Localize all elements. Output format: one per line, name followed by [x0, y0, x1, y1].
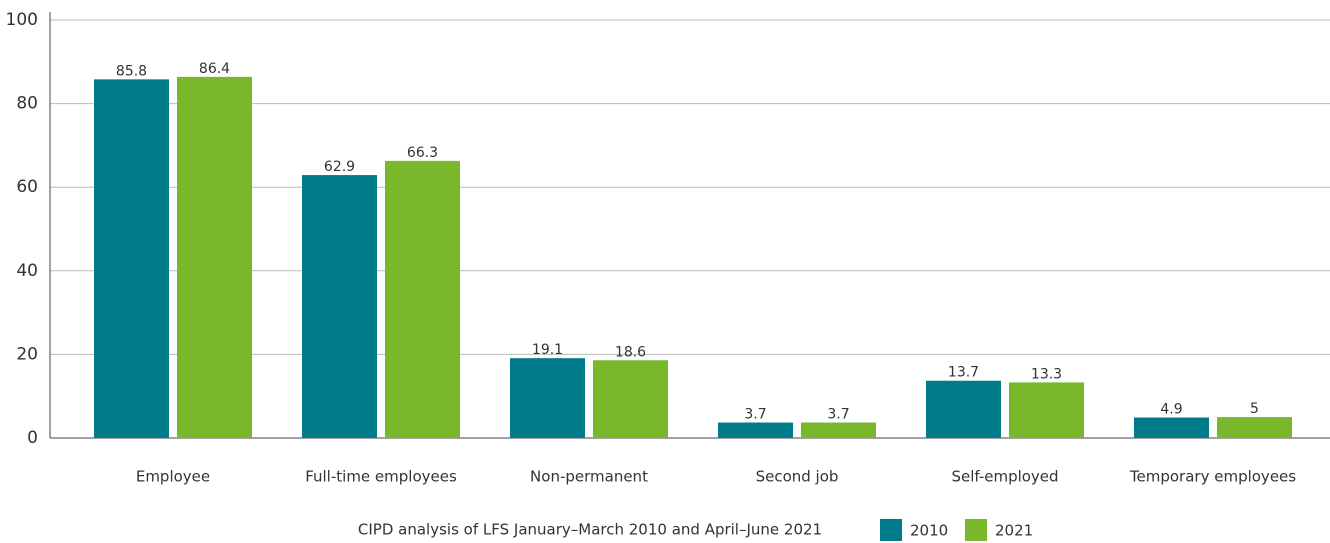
y-tick-label: 60 — [16, 177, 38, 197]
bar — [510, 358, 585, 438]
x-tick-label: Employee — [136, 468, 210, 486]
value-label: 62.9 — [324, 159, 355, 175]
value-label: 3.7 — [744, 407, 766, 423]
bar — [94, 79, 169, 438]
y-tick-label: 80 — [16, 94, 38, 114]
value-label: 66.3 — [407, 145, 438, 161]
value-label: 18.6 — [615, 344, 646, 360]
value-label: 13.7 — [948, 365, 979, 381]
x-tick-label: Self-employed — [951, 468, 1058, 486]
value-label: 19.1 — [532, 342, 563, 358]
bar — [801, 422, 876, 438]
value-label: 85.8 — [116, 63, 147, 79]
bar — [926, 380, 1001, 438]
bar — [1217, 417, 1292, 438]
legend-label: 2021 — [995, 522, 1033, 540]
bar — [718, 422, 793, 438]
source-note: CIPD analysis of LFS January–March 2010 … — [358, 521, 822, 539]
y-tick-label: 40 — [16, 261, 38, 281]
y-tick-label: 0 — [27, 428, 38, 448]
value-label: 5 — [1250, 401, 1259, 417]
x-tick-label: Second job — [756, 468, 839, 486]
x-tick-label: Full-time employees — [305, 468, 457, 486]
legend-swatch — [880, 519, 902, 541]
bar — [1134, 417, 1209, 438]
bar — [1009, 382, 1084, 438]
x-tick-label: Non-permanent — [530, 468, 648, 486]
value-label: 3.7 — [827, 407, 849, 423]
y-tick-label: 100 — [6, 10, 38, 30]
legend-label: 2010 — [910, 522, 948, 540]
value-label: 86.4 — [199, 61, 230, 77]
bar — [385, 160, 460, 438]
value-label: 4.9 — [1160, 402, 1182, 418]
x-tick-label: Temporary employees — [1129, 468, 1296, 486]
bar — [177, 76, 252, 439]
legend-swatch — [965, 519, 987, 541]
y-tick-label: 20 — [16, 344, 38, 364]
bar — [593, 360, 668, 438]
value-label: 13.3 — [1031, 366, 1062, 382]
bar — [302, 175, 377, 438]
